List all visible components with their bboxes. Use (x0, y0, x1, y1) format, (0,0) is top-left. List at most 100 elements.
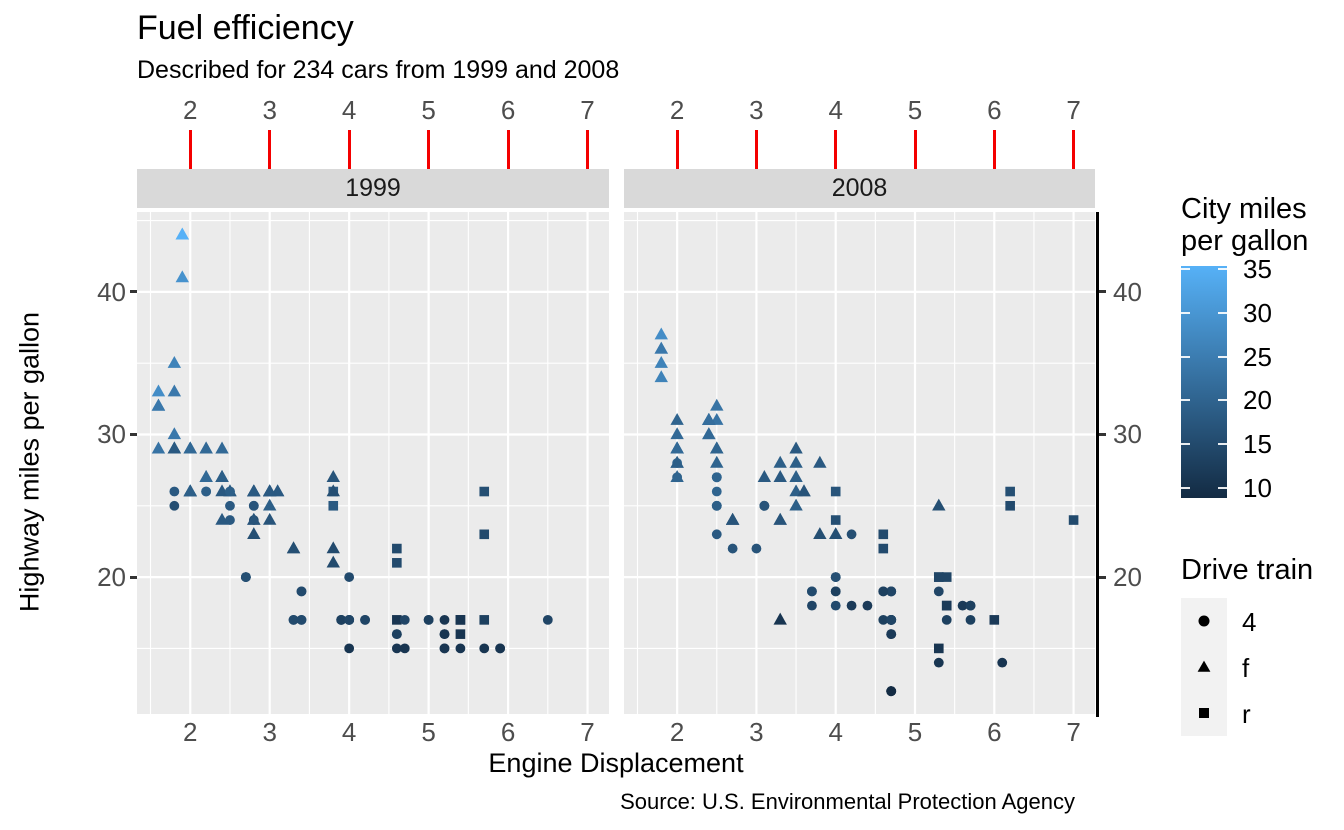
colorbar-tick-mark (1218, 355, 1227, 358)
x-axis-tick-label: 7 (1066, 717, 1081, 747)
data-point (830, 486, 841, 497)
data-point (711, 529, 722, 540)
facet-strip-label: 1999 (345, 174, 401, 202)
data-point (240, 572, 251, 582)
plot-subtitle: Described for 234 cars from 1999 and 200… (137, 56, 620, 84)
colorbar-tick-label: 35 (1243, 254, 1272, 285)
y-axis-tick-label: 40 (97, 276, 126, 307)
data-point (773, 612, 787, 625)
data-point (933, 572, 944, 582)
data-point (169, 500, 180, 511)
data-point (710, 455, 724, 468)
data-point (670, 455, 684, 468)
x-axis-title: Engine Displacement (488, 748, 744, 778)
colorbar (1181, 266, 1227, 498)
data-point (215, 470, 229, 482)
data-point (199, 441, 213, 454)
top-axis-tick-mark (675, 130, 679, 169)
data-point (711, 472, 722, 483)
data-point (941, 614, 952, 625)
data-point (789, 498, 803, 511)
data-point (326, 555, 340, 568)
data-point (654, 341, 668, 354)
data-point (151, 441, 166, 454)
data-point (773, 470, 787, 482)
data-point (248, 500, 259, 511)
data-point (886, 586, 897, 597)
data-point (989, 615, 1000, 625)
top-axis-tick-label: 5 (907, 95, 923, 125)
top-axis-tick-label: 3 (749, 95, 764, 125)
square-icon (1199, 708, 1209, 718)
colorbar-tick-mark (1218, 486, 1227, 489)
colorbar-tick-mark (1181, 355, 1190, 358)
data-point (336, 614, 347, 625)
top-axis-tick-label: 2 (669, 95, 685, 125)
top-axis-tick-mark (754, 130, 758, 169)
data-point (711, 500, 722, 511)
top-axis-tick-label: 4 (828, 95, 843, 125)
data-point (670, 427, 684, 440)
top-axis-tick-label: 4 (341, 95, 357, 125)
data-point (965, 600, 976, 611)
top-axis-tick-mark (506, 130, 510, 169)
data-point (670, 470, 684, 482)
x-axis-tick-label: 3 (262, 717, 277, 747)
data-point (215, 441, 229, 454)
data-point (167, 427, 182, 440)
colorbar-tick-label: 15 (1243, 428, 1272, 459)
data-point (830, 572, 841, 582)
data-point (479, 486, 490, 497)
colorbar-tick-mark (1218, 268, 1227, 271)
data-point (725, 512, 740, 525)
data-point (1068, 515, 1079, 525)
top-axis-tick-label: 3 (262, 95, 277, 125)
data-point (479, 615, 490, 625)
legend-key-label-f: f (1242, 653, 1250, 683)
top-axis-tick-mark (992, 130, 996, 169)
colorbar-tick-mark (1218, 312, 1227, 315)
data-point (886, 629, 897, 640)
data-point (439, 629, 450, 640)
data-point (296, 586, 307, 597)
data-point (151, 398, 166, 411)
data-point (215, 512, 229, 525)
data-point (710, 398, 724, 411)
data-point (247, 527, 261, 540)
secondary-y-axis-tick-mark (1099, 575, 1106, 579)
data-point (702, 427, 716, 440)
colorbar-tick-label: 25 (1243, 341, 1272, 372)
x-axis-tick-label: 5 (907, 717, 923, 747)
legend-key-label-r: r (1242, 699, 1251, 729)
data-point (789, 470, 803, 482)
top-axis-tick-mark (1072, 130, 1076, 169)
secondary-y-axis-tick-mark (1099, 432, 1106, 436)
data-point (789, 455, 803, 468)
colorbar-tick-mark (1218, 442, 1227, 445)
data-point (183, 441, 197, 454)
data-point (169, 486, 180, 497)
data-point (670, 441, 684, 454)
data-point (392, 558, 402, 568)
data-point (807, 586, 817, 597)
x-axis-tick-label: 4 (828, 717, 843, 747)
top-axis-tick-label: 7 (580, 95, 595, 125)
data-point (654, 370, 668, 383)
data-point (455, 643, 466, 654)
data-point (773, 455, 787, 468)
data-point (167, 384, 182, 397)
y-axis-tick-mark (130, 575, 137, 579)
data-point (878, 543, 889, 554)
data-point (759, 500, 770, 511)
data-point (296, 614, 307, 625)
colorbar-tick-mark (1181, 486, 1190, 489)
data-point (846, 529, 857, 540)
data-point (344, 643, 355, 654)
data-point (727, 543, 738, 554)
data-point (328, 500, 339, 511)
data-point (941, 572, 952, 582)
colorbar-tick-mark (1181, 268, 1190, 271)
data-point (151, 384, 166, 397)
data-point (830, 586, 841, 597)
